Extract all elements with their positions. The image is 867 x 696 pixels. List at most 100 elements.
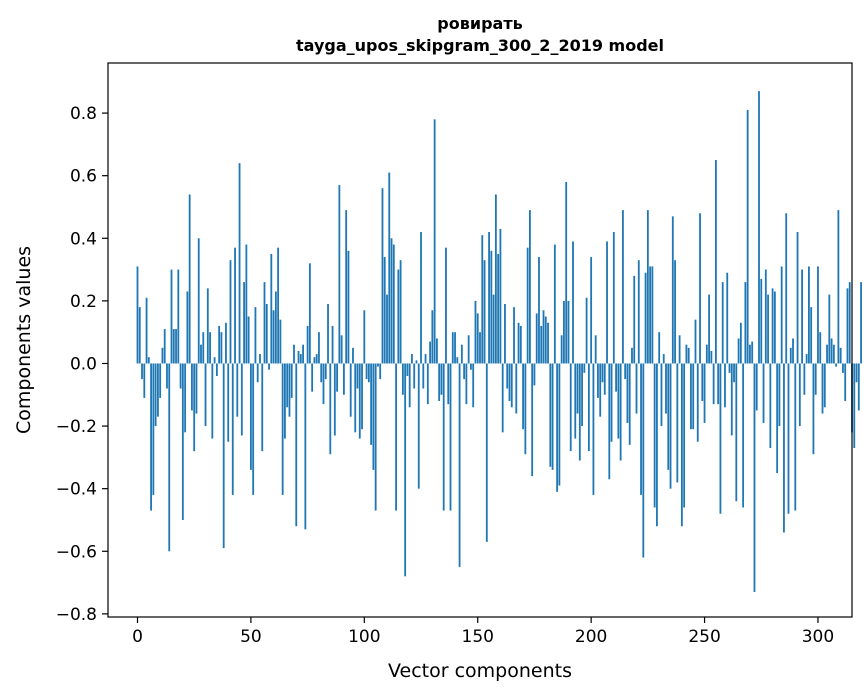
bar-component-252 — [708, 294, 710, 364]
bar-component-173 — [529, 210, 531, 364]
bar-component-287 — [787, 363, 790, 514]
bar-component-213 — [619, 363, 622, 461]
bar-component-283 — [778, 363, 781, 427]
bar-component-237 — [674, 260, 676, 364]
bar-component-274 — [758, 91, 760, 364]
bar-component-117 — [401, 363, 404, 395]
bar-component-193 — [574, 363, 577, 439]
bar-component-123 — [415, 360, 418, 364]
bar-component-74 — [304, 363, 307, 530]
bar-component-295 — [805, 354, 808, 364]
bar-component-158 — [494, 194, 497, 364]
bar-component-253 — [710, 350, 713, 364]
y-tick-label: −0.2 — [56, 417, 97, 437]
bar-component-256 — [717, 363, 720, 405]
bar-component-48 — [245, 244, 248, 364]
bar-component-26 — [195, 363, 198, 414]
bar-component-217 — [628, 363, 631, 445]
x-tick-label: 300 — [802, 627, 834, 647]
bar-component-224 — [644, 272, 647, 364]
bar-component-312 — [844, 363, 847, 402]
bar-component-164 — [508, 363, 511, 402]
bar-component-229 — [656, 363, 658, 527]
bar-component-227 — [651, 266, 654, 364]
y-tick-label: 0.4 — [70, 229, 97, 249]
x-tick-label: 200 — [575, 627, 607, 647]
bar-component-91 — [343, 363, 345, 395]
bar-component-186 — [558, 363, 561, 486]
bar-component-289 — [792, 338, 794, 364]
bar-component-280 — [771, 288, 774, 364]
bar-component-160 — [499, 228, 502, 364]
bar-component-96 — [354, 363, 357, 433]
bar-component-121 — [411, 354, 413, 364]
bar-component-132 — [436, 338, 438, 364]
bar-component-143 — [460, 344, 463, 364]
bar-component-216 — [626, 363, 629, 423]
bar-component-124 — [417, 363, 420, 489]
bar-component-197 — [583, 363, 586, 373]
bar-component-73 — [302, 344, 304, 364]
bar-component-70 — [295, 363, 298, 527]
y-tick-label: 0.6 — [70, 167, 97, 187]
bar-component-50 — [250, 363, 252, 470]
bar-component-294 — [803, 363, 806, 395]
bar-component-12 — [163, 329, 166, 364]
bar-component-249 — [701, 363, 704, 402]
y-tick-label: −0.8 — [56, 605, 97, 625]
bar-component-200 — [590, 257, 593, 364]
bar-component-301 — [819, 332, 822, 364]
bar-component-93 — [347, 250, 350, 364]
bar-component-153 — [483, 260, 486, 364]
bar-component-309 — [837, 210, 840, 364]
bar-component-7 — [152, 363, 155, 495]
bar-component-139 — [451, 332, 454, 364]
bar-component-110 — [386, 294, 388, 364]
bar-component-23 — [188, 194, 191, 364]
bar-component-290 — [794, 363, 797, 511]
bar-component-313 — [846, 288, 849, 364]
bar-component-184 — [553, 244, 556, 364]
bar-component-71 — [297, 350, 300, 364]
chart-subtitle: tayga_upos_skipgram_300_2_2019 model — [296, 36, 664, 55]
bar-component-258 — [721, 282, 724, 364]
bar-component-257 — [719, 363, 722, 514]
bar-component-198 — [585, 297, 588, 364]
bar-component-111 — [388, 172, 391, 364]
bar-component-29 — [202, 332, 205, 364]
bar-component-106 — [377, 363, 379, 367]
bar-component-222 — [640, 363, 642, 495]
bar-component-133 — [438, 363, 441, 402]
bar-component-190 — [567, 300, 570, 364]
bar-component-246 — [694, 319, 697, 364]
bar-component-128 — [426, 363, 429, 405]
bar-component-191 — [569, 363, 572, 452]
bar-component-109 — [383, 257, 386, 364]
bar-component-300 — [817, 266, 819, 364]
bar-component-18 — [177, 269, 180, 364]
bar-component-178 — [540, 325, 543, 364]
bar-component-43 — [234, 247, 236, 364]
bar-component-142 — [458, 363, 461, 567]
bar-component-214 — [622, 210, 624, 364]
bar-component-54 — [259, 354, 261, 364]
bar-component-207 — [606, 241, 608, 364]
bar-component-210 — [612, 232, 615, 364]
bar-component-219 — [633, 275, 636, 364]
plot-frame — [107, 62, 853, 618]
bar-component-245 — [692, 363, 695, 430]
bar-component-155 — [488, 232, 490, 364]
bar-component-236 — [671, 216, 674, 364]
bar-component-234 — [667, 363, 670, 470]
bar-component-98 — [358, 363, 361, 439]
bar-component-269 — [746, 109, 749, 364]
bar-component-16 — [172, 329, 175, 364]
bar-component-65 — [284, 363, 286, 439]
bar-component-11 — [161, 347, 164, 364]
bar-component-276 — [762, 363, 765, 423]
bar-component-89 — [338, 185, 341, 364]
bar-component-95 — [352, 347, 354, 364]
bar-component-148 — [472, 363, 475, 408]
bar-component-238 — [676, 363, 679, 483]
bar-component-138 — [449, 363, 452, 511]
